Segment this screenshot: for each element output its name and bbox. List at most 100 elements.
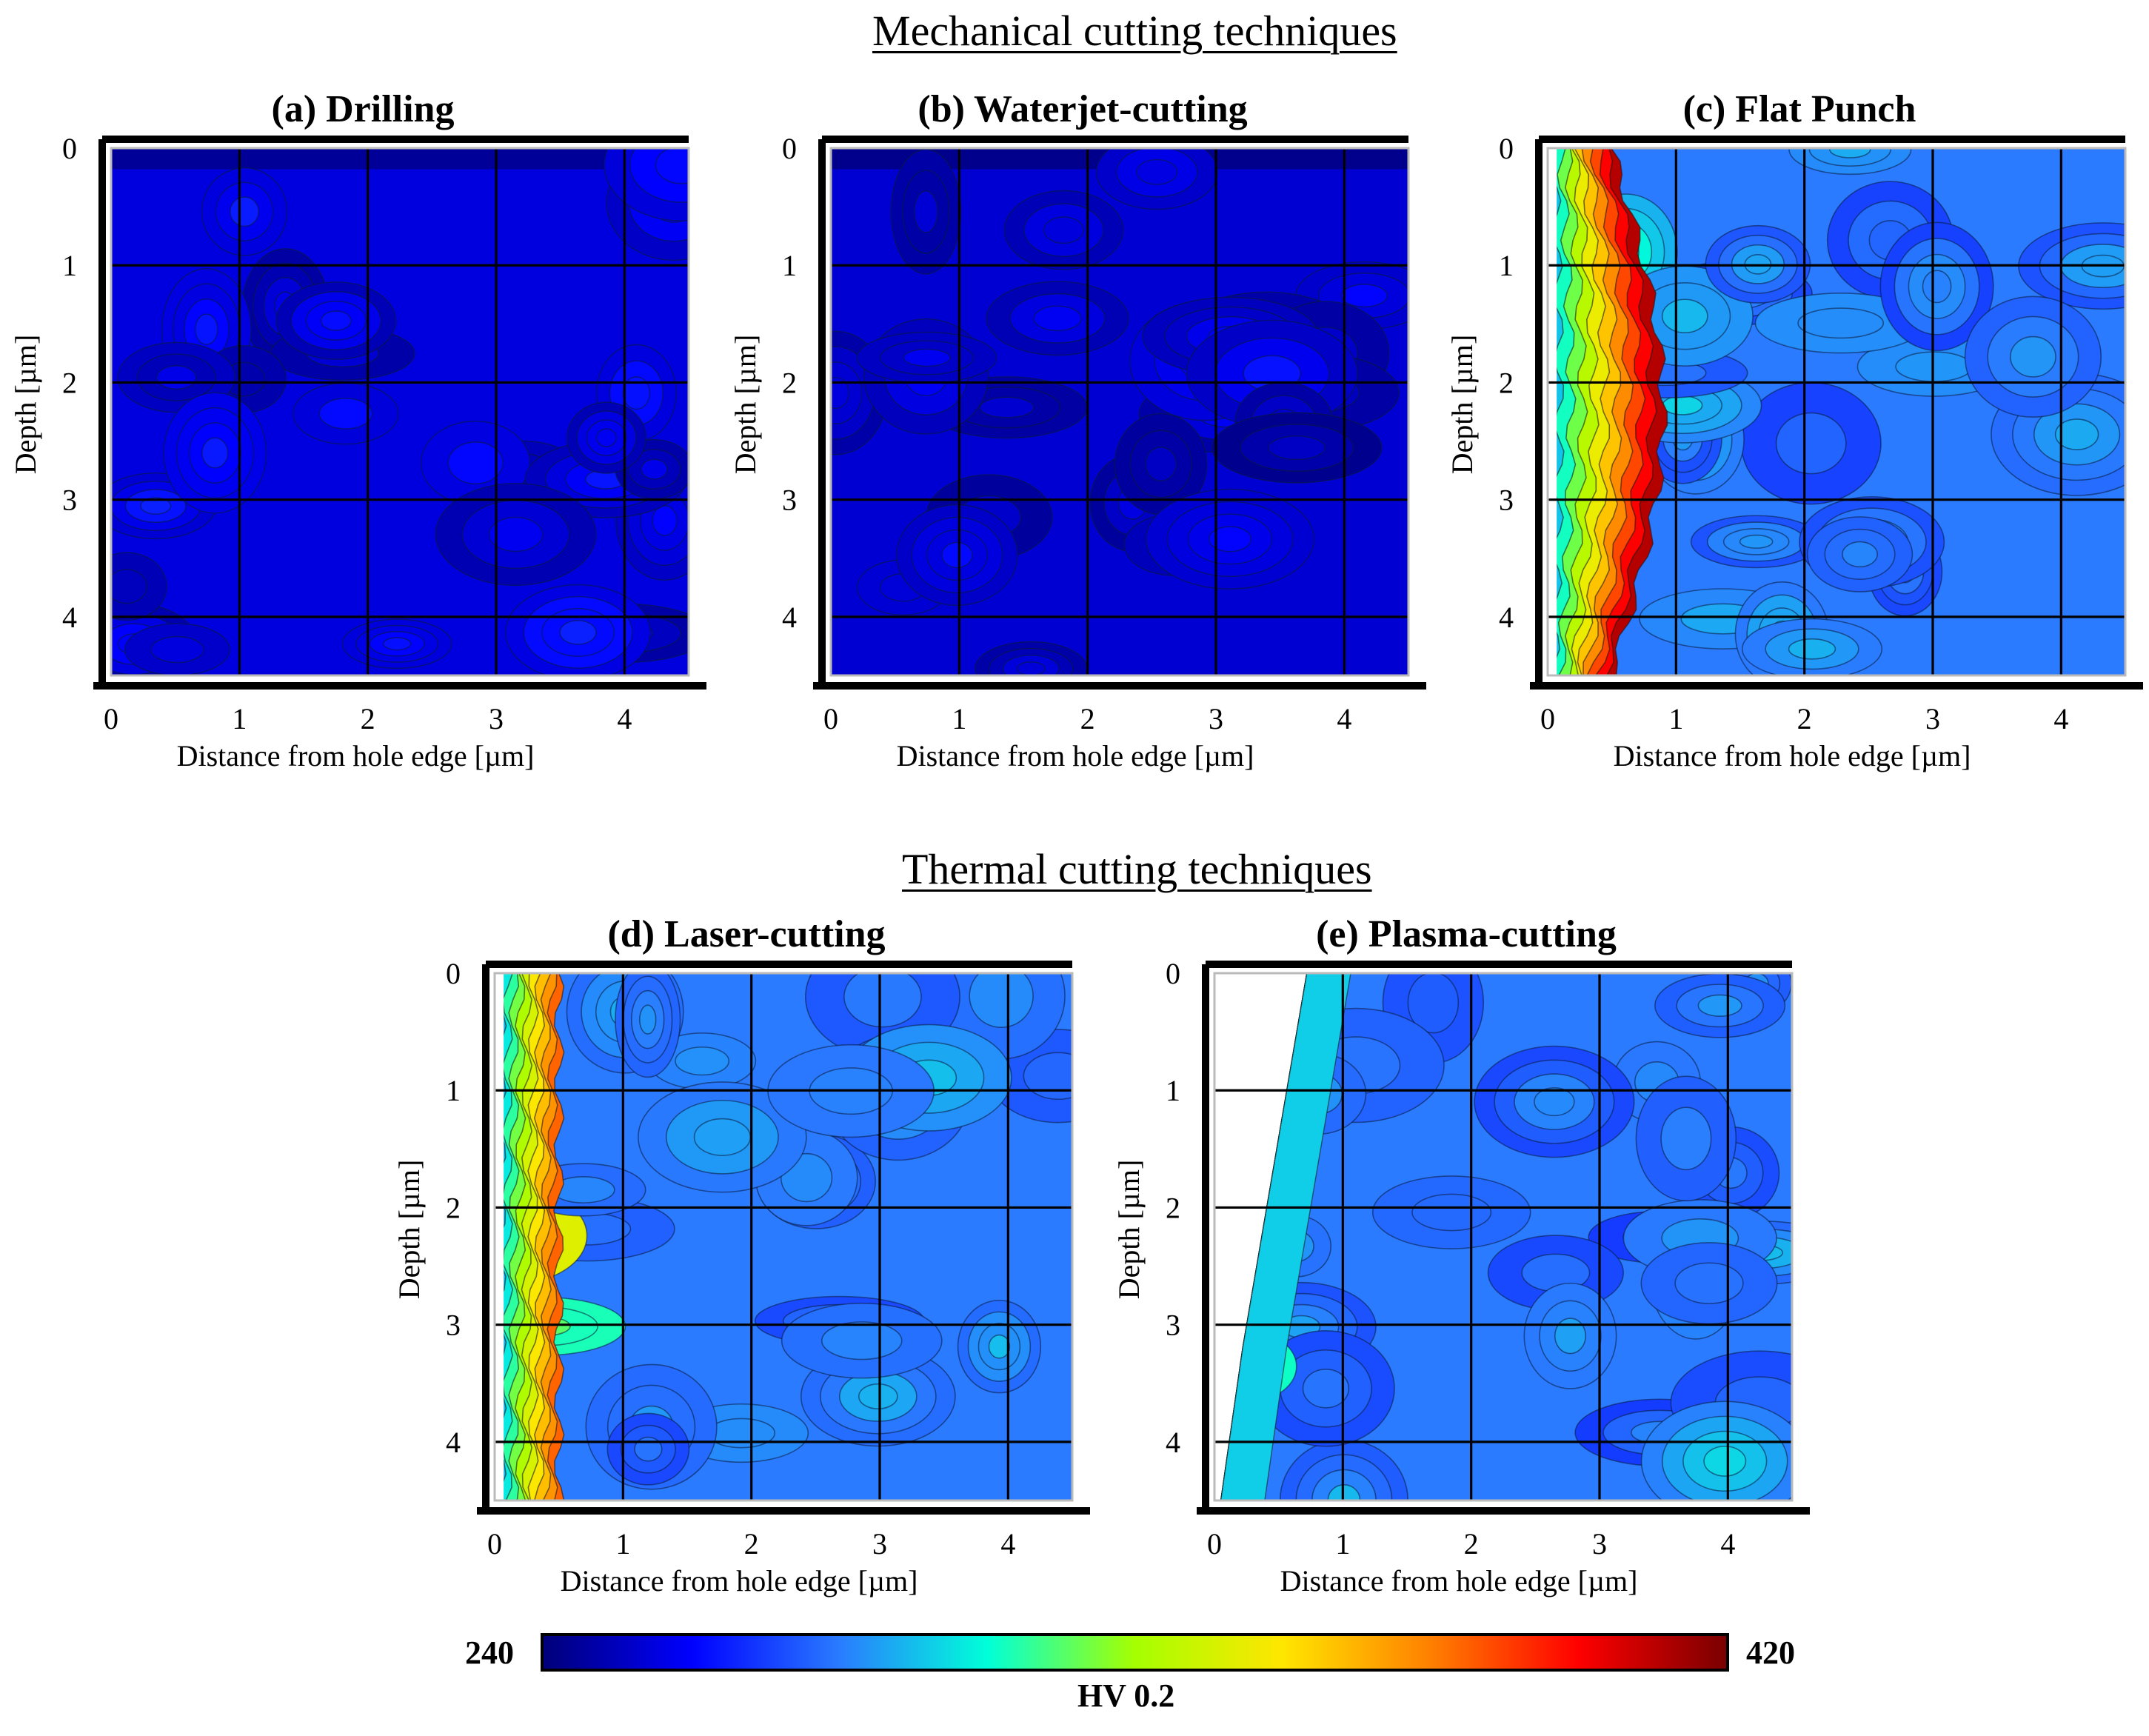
panel-title: (e) Plasma-cutting: [1316, 913, 1617, 955]
x-tick-label: 4: [1720, 1527, 1735, 1560]
panel-title: (d) Laser-cutting: [607, 913, 886, 955]
contour-island: [318, 397, 373, 430]
x-tick-label: 0: [487, 1527, 502, 1560]
y-tick-label: 2: [1499, 366, 1514, 399]
y-tick-label: 2: [446, 1191, 461, 1224]
x-axis-label: Distance from hole edge [µm]: [177, 739, 535, 772]
x-tick-label: 3: [1592, 1527, 1607, 1560]
contour-island: [821, 1321, 903, 1361]
contour-island: [2009, 335, 2056, 378]
contour-island: [858, 1383, 898, 1410]
panel-title: (a) Drilling: [271, 88, 455, 130]
contour-island: [1739, 534, 1774, 549]
y-tick-label: 0: [782, 132, 797, 165]
y-tick-label: 2: [1166, 1191, 1180, 1224]
y-tick-label: 4: [782, 601, 797, 634]
contour-chart: 0 1 2 3 4 0 1 2 3 4 Distance from hole edge [µm] De…: [729, 132, 1426, 772]
contour-island: [2054, 418, 2099, 450]
x-axis-label: Distance from hole edge [µm]: [1614, 739, 1971, 772]
panel-waterjet: (b) Waterjet-cutting 0 1 2 3 4 0 1 2 3 4 Distance …: [720, 87, 1446, 772]
y-tick-label: 3: [62, 484, 77, 517]
colorbar: [541, 1633, 1729, 1672]
y-tick-label: 2: [62, 366, 77, 399]
surface-band: [111, 148, 689, 170]
y-axis-label: Depth [µm]: [1112, 1160, 1146, 1300]
contour-island: [1023, 1052, 1072, 1101]
contour-island: [140, 497, 172, 515]
y-tick-label: 3: [782, 484, 797, 517]
contour-island: [707, 1418, 776, 1449]
x-tick-label: 1: [1335, 1527, 1350, 1560]
contour-chart: 0 1 2 3 4 0 1 2 3 4 Distance from hole edge [µm] De…: [392, 957, 1090, 1598]
y-tick-label: 1: [446, 1074, 461, 1107]
contour-island: [693, 1118, 751, 1156]
contour-island: [913, 190, 938, 233]
plot-frame: [1213, 972, 1794, 1502]
y-tick-label: 0: [1499, 132, 1514, 165]
x-tick-label: 3: [1209, 702, 1223, 735]
x-axis-label: Distance from hole edge [µm]: [1280, 1564, 1638, 1598]
contour-island: [1016, 661, 1046, 675]
contour-island: [1895, 351, 1973, 382]
contour-island: [1340, 284, 1388, 308]
x-axis-label: Distance from hole edge [µm]: [897, 739, 1254, 772]
contour-island: [1662, 395, 1703, 415]
contour-island: [230, 196, 260, 227]
contour-island: [1554, 1318, 1587, 1355]
contour-island: [831, 376, 850, 410]
contour-island: [641, 458, 668, 480]
x-axis-label: Distance from hole edge [µm]: [561, 1564, 918, 1598]
y-tick-label: 0: [62, 132, 77, 165]
contour-island: [1842, 541, 1878, 568]
y-tick-label: 0: [446, 957, 461, 990]
contour-island: [655, 148, 689, 184]
contour-island: [1033, 305, 1082, 332]
x-tick-label: 3: [489, 702, 504, 735]
y-tick-label: 4: [446, 1426, 461, 1459]
y-tick-label: 3: [1499, 484, 1514, 517]
contour-island: [979, 396, 1035, 418]
contour-island: [1922, 270, 1952, 304]
section-title-thermal: Thermal cutting techniques: [902, 845, 1372, 893]
x-tick-label: 1: [1668, 702, 1683, 735]
x-tick-label: 2: [1797, 702, 1812, 735]
contour-island: [843, 973, 922, 1028]
contour-island: [1302, 1369, 1350, 1409]
contour-island: [156, 365, 197, 390]
contour-island: [201, 437, 229, 469]
x-tick-label: 2: [1464, 1527, 1479, 1560]
contour-island: [320, 310, 352, 331]
x-tick-label: 0: [104, 702, 118, 735]
contour-island: [1797, 307, 1885, 339]
contour-island: [1145, 446, 1177, 481]
contour-field: [495, 973, 1072, 1500]
y-tick-label: 4: [1499, 601, 1514, 634]
plot-frame: [110, 147, 690, 677]
contour-island: [1775, 412, 1847, 475]
contour-island: [969, 973, 1034, 1029]
contour-island: [1208, 526, 1252, 552]
y-axis-label: Depth [µm]: [392, 1160, 426, 1300]
y-axis-label: Depth [µm]: [729, 335, 762, 475]
y-tick-label: 4: [62, 601, 77, 634]
contour-island: [675, 1046, 730, 1076]
contour-island: [1043, 216, 1084, 244]
y-tick-label: 1: [782, 249, 797, 282]
contour-island: [1674, 1262, 1744, 1304]
contour-island: [903, 348, 951, 367]
contour-island: [1268, 435, 1326, 461]
x-tick-label: 2: [1080, 702, 1095, 735]
contour-field: [1548, 148, 2125, 675]
contour-island: [488, 516, 544, 552]
panel-drilling: (a) Drilling 0 1 2 3 4 0 1 2 3 4 Distance from hol…: [0, 87, 726, 772]
contour-island: [1136, 158, 1178, 185]
contour-chart: 0 1 2 3 4 0 1 2 3 4 Distance from hole edge [µm] De…: [1112, 957, 1810, 1598]
contour-island: [1788, 638, 1836, 660]
contour-island: [1660, 1106, 1712, 1171]
contour-island: [1697, 994, 1742, 1017]
contour-island: [652, 504, 678, 536]
y-tick-label: 1: [1166, 1074, 1180, 1107]
y-axis-label: Depth [µm]: [1446, 335, 1479, 475]
panel-laser: (d) Laser-cutting 0 1 2 3 4 0 1 2 3 4 Distance fro…: [384, 912, 1109, 1598]
y-tick-label: 0: [1166, 957, 1180, 990]
